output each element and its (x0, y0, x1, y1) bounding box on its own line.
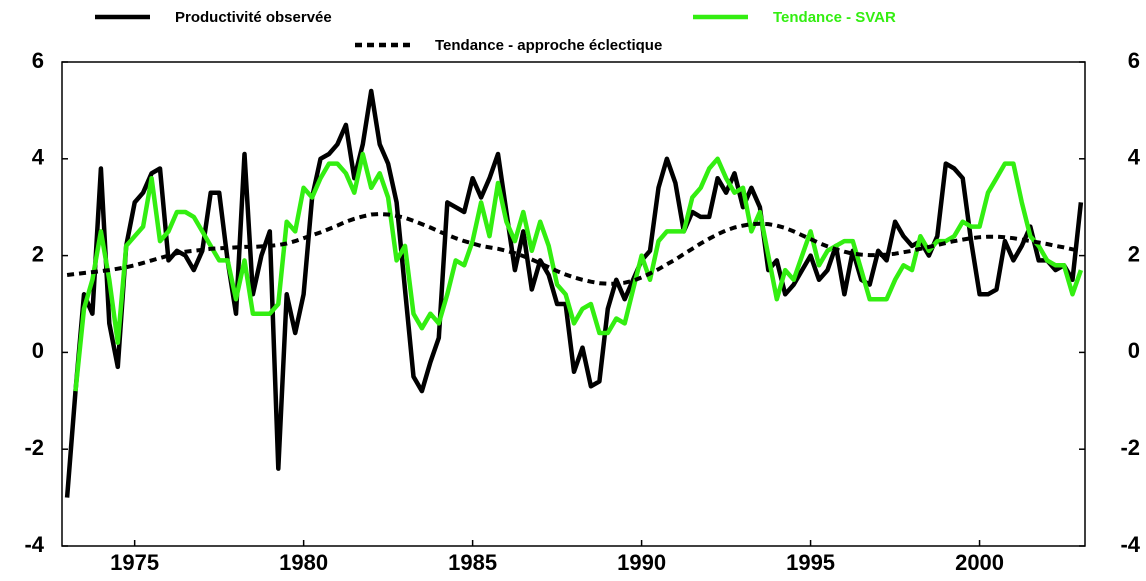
legend-label: Tendance - approche éclectique (435, 37, 662, 54)
y2-tick-label: -2 (1120, 435, 1140, 460)
y2-tick-label: 2 (1128, 241, 1140, 266)
x-tick-label: 1990 (617, 550, 666, 575)
x-tick-label: 1995 (786, 550, 835, 575)
legend-label: Productivité observée (175, 9, 332, 26)
series-line (64, 88, 1084, 498)
x-tick-label: 1975 (110, 550, 159, 575)
y-tick-label: 6 (32, 48, 44, 73)
plot-frame (61, 61, 1086, 547)
y2-tick-label: 0 (1128, 338, 1140, 363)
y2-tick-label: -4 (1120, 532, 1140, 557)
x-tick-label: 2000 (955, 550, 1004, 575)
x-tick-label: 1980 (279, 550, 328, 575)
y-tick-label: 0 (32, 338, 44, 363)
series-line (66, 212, 1082, 286)
y-tick-label: 4 (32, 145, 45, 170)
y-tick-label: 2 (32, 241, 44, 266)
x-tick-label: 1985 (448, 550, 497, 575)
y2-tick-label: 6 (1128, 48, 1140, 73)
y2-tick-label: 4 (1128, 145, 1141, 170)
legend-label: Tendance - SVAR (773, 9, 896, 26)
y-tick-label: -2 (24, 435, 44, 460)
series-line (73, 151, 1084, 392)
y-tick-label: -4 (24, 532, 44, 557)
